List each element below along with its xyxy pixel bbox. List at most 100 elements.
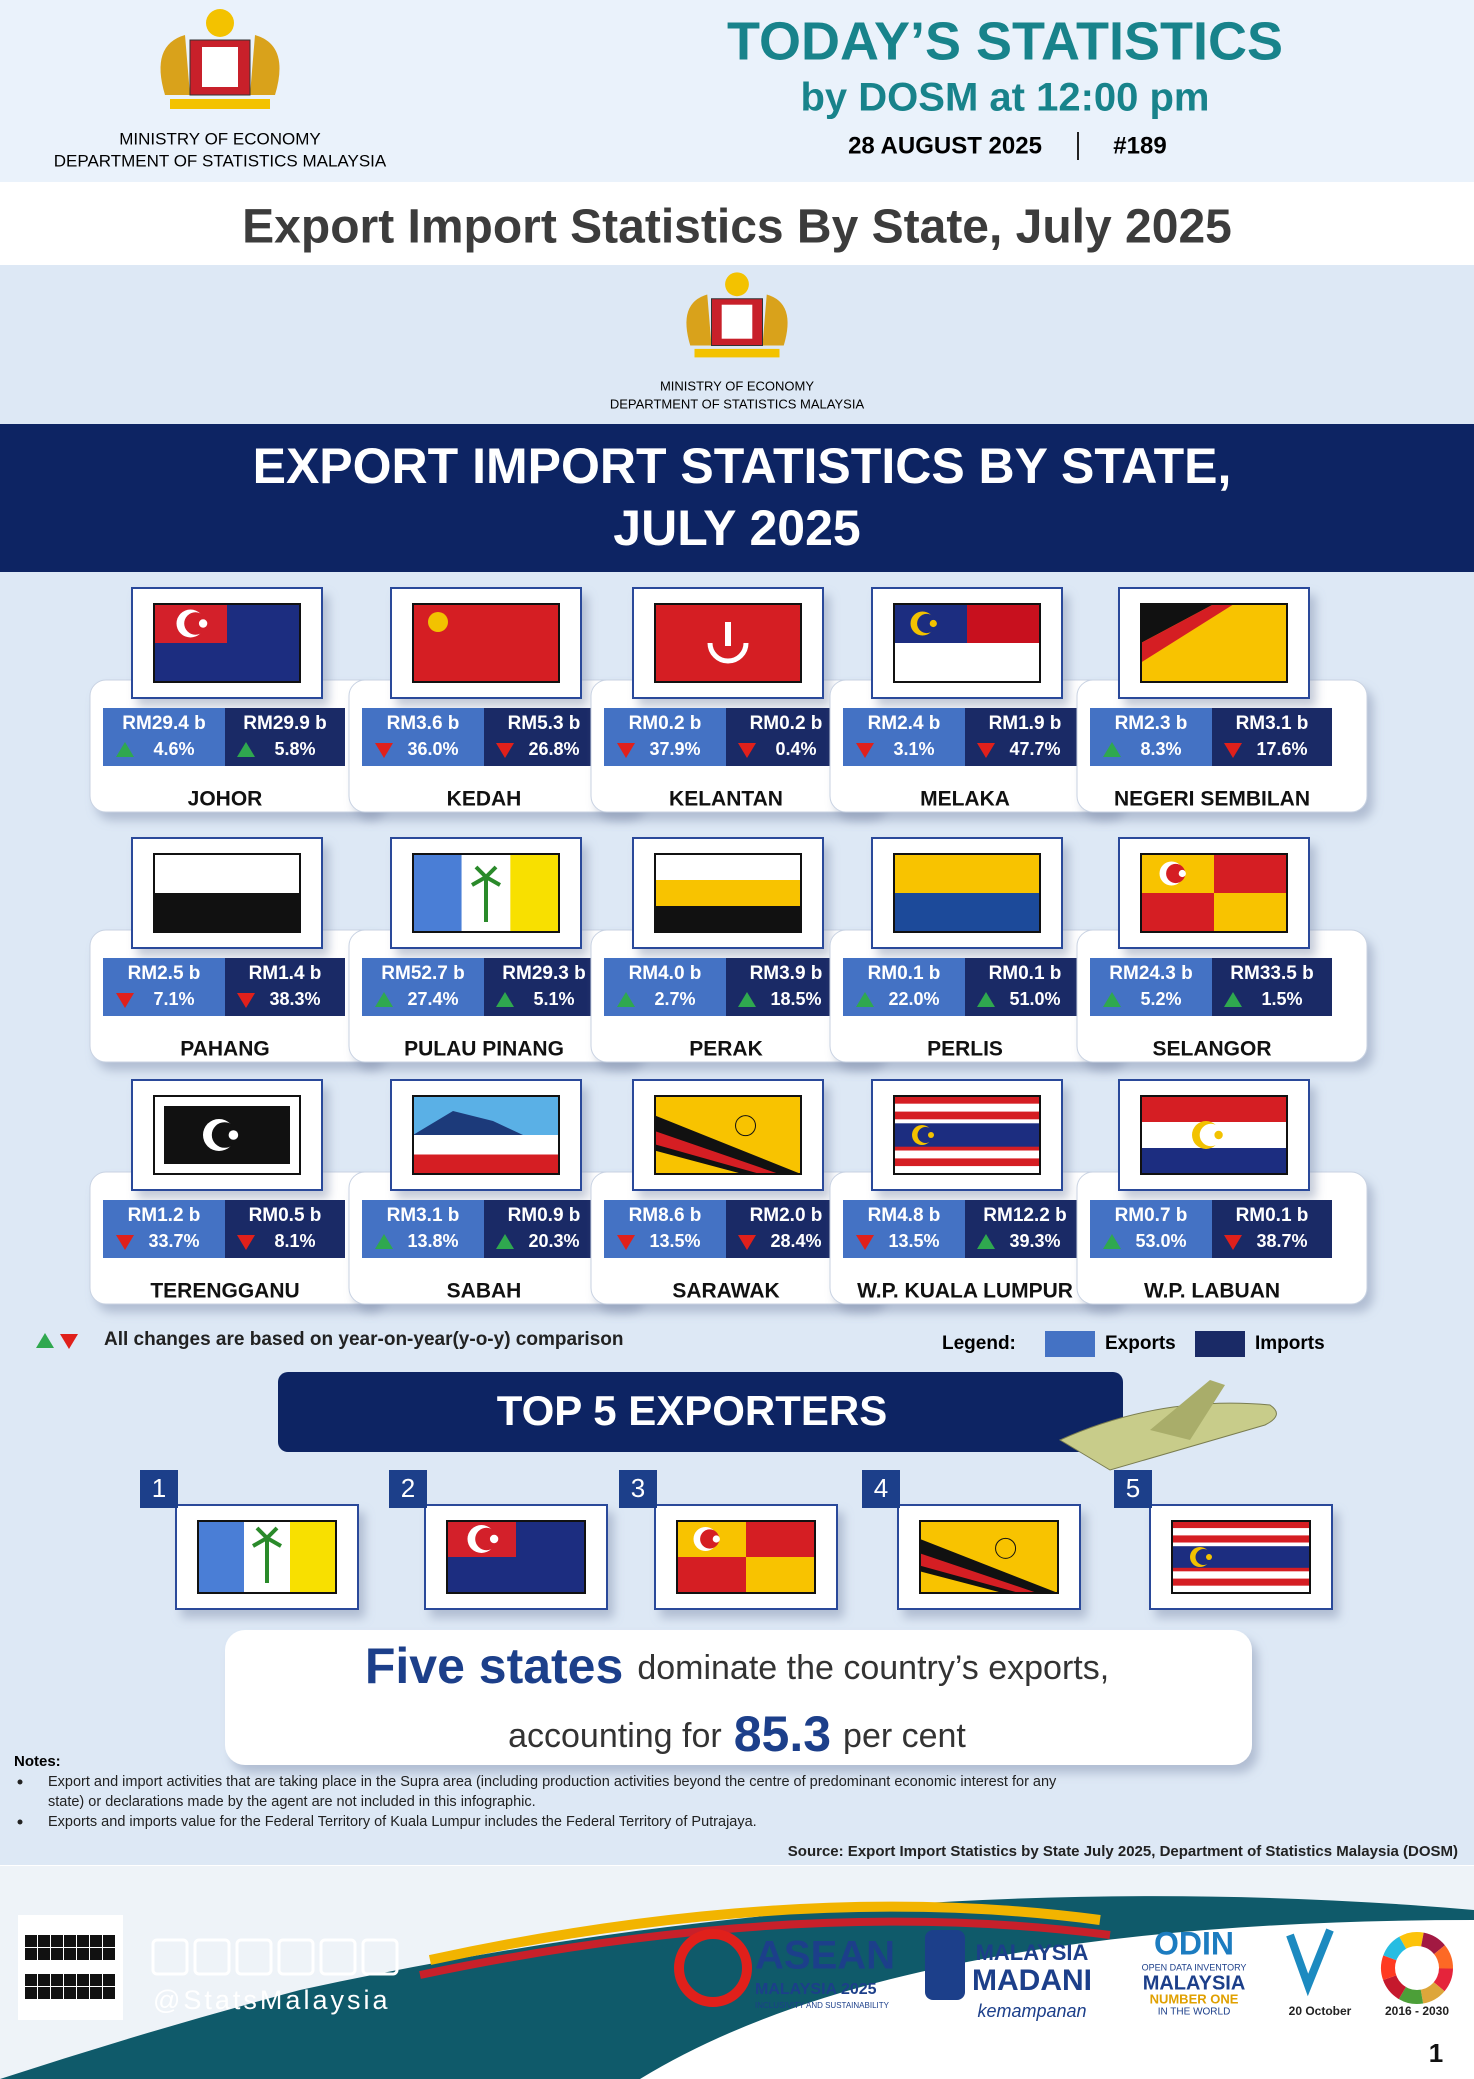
summary-line: accounting for 85.3 per cent bbox=[508, 1706, 966, 1762]
flag-star bbox=[1214, 1130, 1223, 1140]
arrow-up bbox=[237, 742, 255, 757]
arrow-up bbox=[375, 992, 393, 1007]
note-line: state) or declarations made by the agent… bbox=[48, 1794, 536, 1810]
exports-change: 13.8% bbox=[407, 1231, 458, 1251]
arrow-down bbox=[856, 1235, 874, 1250]
flag-part bbox=[1214, 854, 1287, 893]
flag-palm bbox=[471, 865, 501, 922]
exports-cell bbox=[843, 1200, 965, 1258]
arrow-down bbox=[856, 743, 874, 758]
header-title: TODAY’S STATISTICS bbox=[727, 11, 1283, 71]
state-name: MELAKA bbox=[920, 788, 1010, 811]
flag-mountain bbox=[413, 1111, 523, 1135]
qr-cell bbox=[64, 1987, 76, 1999]
exports-cell bbox=[604, 708, 726, 766]
imports-change: 39.3% bbox=[1009, 1231, 1060, 1251]
flag-border bbox=[919, 1520, 1059, 1594]
exports-value: RM8.6 b bbox=[629, 1205, 702, 1226]
imports-change: 28.4% bbox=[770, 1231, 821, 1251]
summary-box bbox=[225, 1630, 1252, 1765]
qr-cell bbox=[25, 1948, 37, 1960]
emblem-tiger bbox=[686, 294, 712, 346]
state-name: SARAWAK bbox=[672, 1280, 779, 1303]
flag-part bbox=[1172, 1521, 1310, 1529]
rank-box bbox=[619, 1470, 657, 1508]
imports-cell bbox=[1212, 1200, 1332, 1258]
flag-part bbox=[1141, 604, 1234, 663]
qr-cell bbox=[103, 1987, 115, 1999]
qr-cell bbox=[25, 1987, 37, 1999]
flag-border bbox=[1140, 1095, 1288, 1175]
asean-logo bbox=[674, 1929, 752, 2007]
exports-value: RM0.2 b bbox=[629, 713, 702, 734]
emblem-tiger bbox=[160, 35, 190, 95]
exports-value: RM3.6 b bbox=[387, 713, 460, 734]
qr-cell bbox=[38, 1987, 50, 1999]
exports-change: 5.2% bbox=[1140, 989, 1181, 1009]
rank-box bbox=[862, 1470, 900, 1508]
exports-change: 2.7% bbox=[654, 989, 695, 1009]
flag-part bbox=[894, 1111, 1040, 1120]
qr-cell bbox=[64, 1935, 76, 1947]
banner-title: JULY 2025 bbox=[613, 500, 860, 556]
qr-cell bbox=[77, 1935, 89, 1947]
imports-change: 1.5% bbox=[1261, 989, 1302, 1009]
exports-change: 4.6% bbox=[153, 739, 194, 759]
flag-part bbox=[655, 906, 801, 932]
header-date: 28 AUGUST 2025 bbox=[848, 132, 1042, 159]
imports-cell bbox=[726, 1200, 846, 1258]
arrow-down bbox=[617, 1235, 635, 1250]
arrow-down bbox=[977, 743, 995, 758]
arrow-up bbox=[1103, 742, 1121, 757]
arrow-down bbox=[237, 1235, 255, 1250]
arrow-up bbox=[496, 992, 514, 1007]
arrow-down bbox=[738, 1235, 756, 1250]
flag-crescent bbox=[1166, 863, 1186, 884]
flag-star bbox=[198, 619, 208, 628]
exports-change: 13.5% bbox=[649, 1231, 700, 1251]
wsd-logo bbox=[1286, 1928, 1334, 1997]
state-name: KELANTAN bbox=[669, 788, 783, 811]
madani-logo bbox=[925, 1930, 965, 2000]
imports-value: RM5.3 b bbox=[508, 713, 581, 734]
flag-part bbox=[655, 1115, 801, 1174]
exports-change: 22.0% bbox=[888, 989, 939, 1009]
flag-crescent bbox=[184, 612, 207, 635]
flag-part bbox=[894, 854, 1040, 893]
flag-part bbox=[413, 854, 462, 932]
logo-text: OPEN DATA INVENTORY bbox=[1142, 1962, 1247, 1972]
flag-border bbox=[153, 1095, 301, 1175]
flag-star bbox=[928, 1132, 934, 1138]
imports-change: 26.8% bbox=[528, 739, 579, 759]
arrow-down bbox=[496, 743, 514, 758]
imports-value: RM0.5 b bbox=[249, 1205, 322, 1226]
exports-value: RM4.0 b bbox=[629, 963, 702, 984]
logo-text: 2016 - 2030 bbox=[1385, 2004, 1449, 2018]
flag-border bbox=[153, 603, 301, 683]
exports-value: RM0.7 b bbox=[1115, 1205, 1188, 1226]
social-icon-ig bbox=[151, 1938, 189, 1976]
flag-star bbox=[489, 1534, 499, 1544]
source: Source: Export Import Statistics by Stat… bbox=[788, 1843, 1458, 1860]
summary-share: 85.3 bbox=[734, 1706, 831, 1762]
arrow-up bbox=[496, 1234, 514, 1249]
arrow-up bbox=[116, 742, 134, 757]
arrow-down bbox=[116, 1235, 134, 1250]
title-bar bbox=[0, 182, 1474, 265]
qr-cell bbox=[51, 1987, 63, 1999]
logo-text: MALAYSIA bbox=[1143, 1972, 1246, 1994]
imports-value: RM1.4 b bbox=[249, 963, 322, 984]
flag-part bbox=[655, 880, 801, 906]
exports-value: RM52.7 b bbox=[381, 963, 464, 984]
rank: 2 bbox=[401, 1473, 415, 1503]
arrow-down bbox=[1224, 743, 1242, 758]
social-icon-x bbox=[235, 1938, 273, 1976]
imports-change: 5.8% bbox=[274, 739, 315, 759]
exports-change: 13.5% bbox=[888, 1231, 939, 1251]
page-title: Export Import Statistics By State, July … bbox=[242, 201, 1232, 254]
exports-cell bbox=[103, 958, 225, 1016]
flag-crescent bbox=[700, 1529, 720, 1549]
imports-change: 47.7% bbox=[1009, 739, 1060, 759]
header-subtitle: by DOSM at 12:00 pm bbox=[800, 76, 1209, 120]
logo-text: MALAYSIA 2025 bbox=[755, 1981, 877, 1998]
